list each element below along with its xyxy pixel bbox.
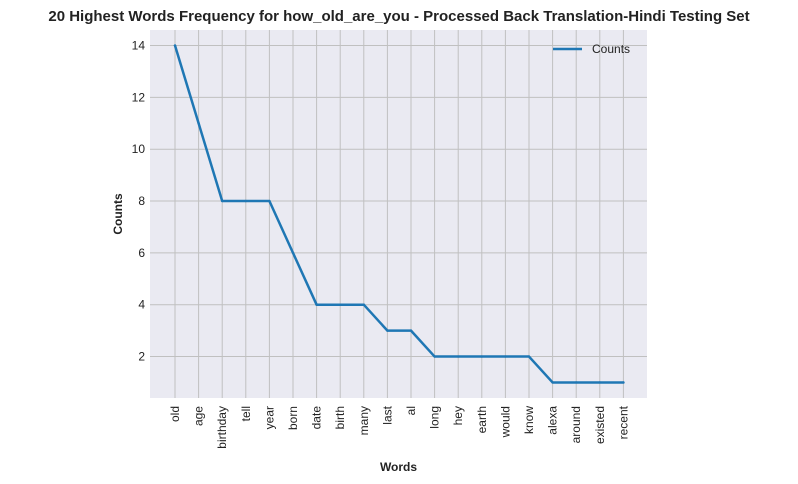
y-tick-label: 12: [132, 90, 146, 104]
data-point: [433, 355, 436, 358]
legend-label-counts: Counts: [592, 42, 630, 56]
x-tick-label: date: [310, 406, 324, 430]
data-point: [339, 303, 342, 306]
chart-title: 20 Highest Words Frequency for how_old_a…: [48, 8, 750, 25]
x-tick-label: age: [192, 406, 206, 426]
x-tick-label: many: [357, 406, 371, 435]
data-point: [622, 381, 625, 384]
x-tick-label: birth: [333, 406, 347, 429]
data-point: [173, 44, 177, 47]
data-point: [268, 199, 271, 203]
x-tick-label: would: [498, 406, 512, 438]
y-tick-label: 2: [138, 350, 145, 364]
plot-area: [150, 30, 647, 398]
legend: Counts: [553, 42, 630, 56]
data-point: [386, 329, 389, 332]
data-point: [409, 329, 413, 332]
data-point: [598, 381, 601, 384]
data-point: [291, 251, 295, 255]
data-point: [457, 355, 460, 358]
data-point: [504, 355, 507, 358]
grid-lines: [150, 30, 647, 398]
y-tick-label: 14: [132, 39, 146, 53]
x-axis-label: Words: [380, 460, 417, 474]
data-point: [480, 355, 483, 358]
data-point: [362, 303, 365, 306]
data-point: [315, 303, 318, 306]
series-layer: [173, 44, 625, 384]
x-tick-label: old: [168, 406, 182, 422]
data-point: [551, 381, 554, 384]
x-tick-label: recent: [616, 405, 630, 439]
y-tick-labels: 2 4 6 8 10 12 14: [132, 39, 146, 364]
x-tick-label: know: [522, 406, 536, 434]
y-tick-label: 10: [132, 142, 146, 156]
x-tick-labels: old age birthday tell year born date birth many l…: [168, 405, 630, 448]
x-tick-label: year: [262, 406, 276, 429]
x-tick-label: around: [569, 406, 583, 443]
x-tick-label: long: [428, 406, 442, 429]
y-tick-label: 4: [138, 298, 145, 312]
data-point: [575, 381, 578, 384]
data-point: [197, 122, 200, 125]
data-point: [221, 199, 224, 203]
y-tick-label: 6: [138, 246, 145, 260]
x-tick-label: earth: [475, 406, 489, 433]
x-tick-label: al: [404, 406, 418, 415]
x-tick-label: existed: [593, 406, 607, 444]
y-axis-label: Counts: [111, 193, 125, 235]
data-point: [244, 199, 247, 203]
x-tick-label: last: [380, 405, 394, 424]
y-tick-label: 8: [138, 194, 145, 208]
x-tick-label: alexa: [546, 406, 560, 435]
data-point: [527, 355, 531, 358]
x-tick-label: birthday: [215, 406, 229, 449]
series-line-counts: [173, 44, 625, 384]
x-tick-label: hey: [451, 406, 465, 425]
x-tick-label: born: [286, 406, 300, 430]
x-tick-label: tell: [239, 406, 253, 421]
